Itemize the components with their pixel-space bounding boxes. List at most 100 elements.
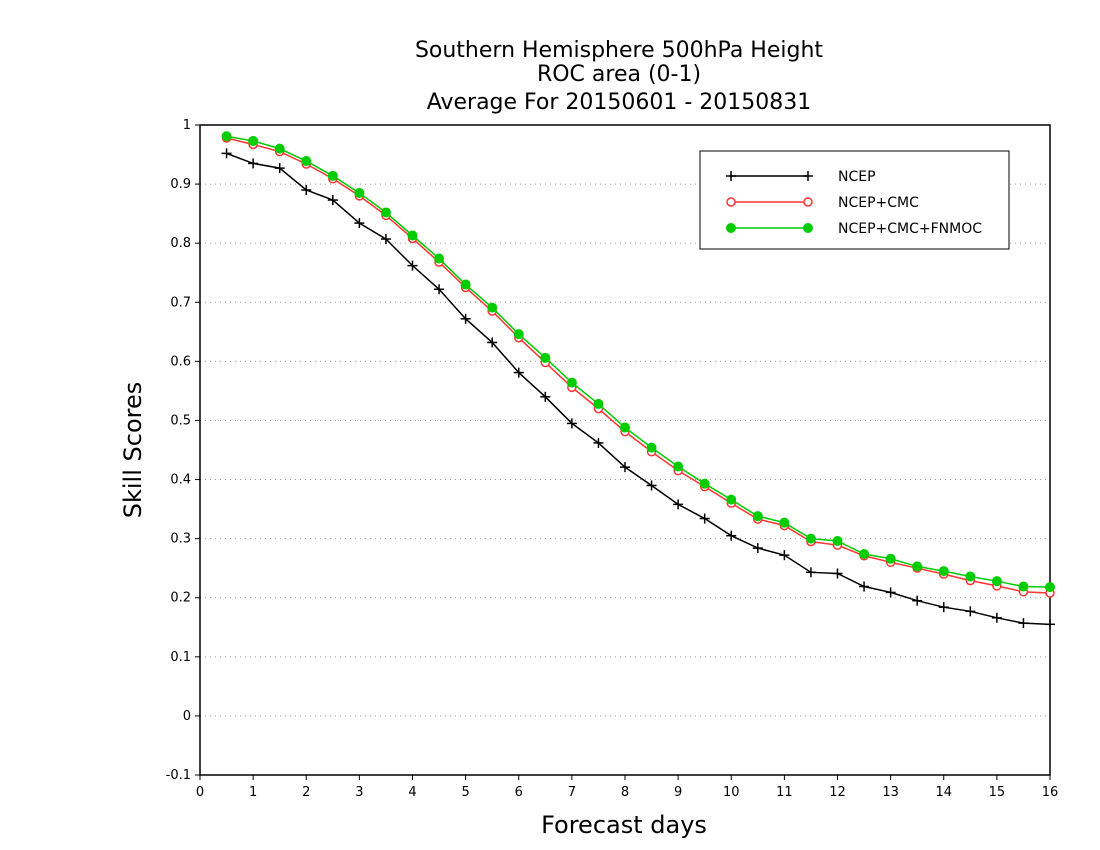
data-point-plus (673, 499, 684, 510)
data-point-filled-circle (540, 352, 551, 363)
data-point-filled-circle (221, 131, 232, 142)
x-axis-title: Forecast days (541, 811, 707, 839)
data-point-plus (487, 337, 498, 348)
series-ncep-cmc-fnmoc (221, 131, 1055, 593)
data-point-plus (513, 367, 524, 378)
y-axis-title: Skill Scores (119, 382, 147, 519)
y-tick-label: 0.5 (170, 413, 191, 428)
data-point-plus (805, 567, 816, 578)
data-point-filled-circle (752, 511, 763, 522)
data-point-filled-circle (593, 398, 604, 409)
data-point-plus (434, 284, 445, 295)
legend-label: NCEP+CMC+FNMOC (838, 221, 982, 237)
data-point-plus (726, 171, 736, 181)
x-tick-label: 1 (249, 785, 257, 800)
y-tick-label: -0.1 (166, 768, 191, 783)
data-point-plus (248, 158, 259, 169)
x-tick-label: 14 (935, 785, 952, 800)
data-point-filled-circle (327, 170, 338, 181)
data-point-plus (779, 550, 790, 561)
y-tick-label: 0.1 (170, 650, 191, 665)
legend-box (699, 150, 1010, 250)
data-point-plus (1045, 619, 1055, 630)
data-point-filled-circle (726, 223, 736, 233)
x-tick-label: 6 (515, 785, 523, 800)
data-point-filled-circle (1045, 582, 1055, 593)
data-point-open-circle (803, 197, 813, 207)
x-tick-label: 16 (1042, 785, 1059, 800)
data-point-plus (540, 391, 551, 402)
x-tick-label: 12 (829, 785, 846, 800)
x-tick-label: 7 (568, 785, 576, 800)
data-point-filled-circle (965, 571, 976, 582)
data-point-filled-circle (380, 207, 391, 218)
data-point-filled-circle (885, 553, 896, 564)
data-point-plus (885, 587, 896, 598)
data-point-filled-circle (434, 253, 445, 264)
data-point-filled-circle (460, 279, 471, 290)
data-point-filled-circle (487, 302, 498, 313)
data-point-filled-circle (803, 223, 813, 233)
data-point-plus (726, 530, 737, 541)
data-point-plus (832, 568, 843, 579)
y-tick-label: 0 (183, 709, 191, 724)
data-point-filled-circle (566, 377, 577, 388)
x-tick-label: 9 (674, 785, 682, 800)
chart-title-line-2: ROC area (0-1) (537, 62, 701, 87)
legend-entry: NCEP+CMC+FNMOC (726, 221, 982, 237)
data-point-filled-circle (912, 561, 923, 572)
data-point-filled-circle (673, 461, 684, 472)
data-point-plus (803, 171, 813, 181)
data-point-filled-circle (513, 329, 524, 340)
chart-title-line-3: Average For 20150601 - 20150831 (427, 90, 812, 115)
chart-title-line-1: Southern Hemisphere 500hPa Height (415, 38, 823, 63)
data-point-plus (407, 260, 418, 271)
data-point-plus (1018, 618, 1029, 629)
data-point-plus (620, 462, 630, 473)
data-point-filled-circle (274, 143, 285, 154)
data-point-plus (327, 195, 338, 206)
series-ncep (221, 148, 1055, 630)
data-point-filled-circle (248, 135, 259, 146)
y-tick-label: 0.7 (170, 295, 191, 310)
y-tick-label: 0.4 (170, 473, 191, 488)
data-point-plus (938, 602, 949, 613)
legend-entry: NCEP (726, 169, 876, 185)
x-tick-label: 13 (882, 785, 899, 800)
data-point-filled-circle (301, 156, 312, 167)
legend-label: NCEP (838, 169, 876, 185)
legend: NCEP NCEP+CMC NCEP+CMC+FNMOC (699, 150, 1010, 250)
data-point-filled-circle (726, 494, 737, 505)
data-point-plus (912, 595, 923, 606)
y-tick-label: 0.9 (170, 177, 191, 192)
data-point-plus (699, 513, 710, 524)
data-point-filled-circle (646, 442, 657, 453)
y-tick-label: 0.3 (170, 532, 191, 547)
data-point-plus (221, 148, 232, 159)
data-point-filled-circle (1018, 581, 1029, 592)
data-point-plus (274, 163, 285, 174)
y-tick-label: 1 (183, 118, 191, 133)
gridlines (200, 183, 1050, 717)
data-point-filled-circle (407, 230, 418, 241)
y-tick-label: 0.2 (170, 591, 191, 606)
x-tick-label: 11 (776, 785, 793, 800)
data-point-filled-circle (859, 549, 870, 559)
legend-entry: NCEP+CMC (726, 195, 919, 211)
axis-ticks: -0.100.10.20.30.40.50.60.70.80.910 1 2 3 4 5 6… (166, 118, 1059, 800)
data-point-open-circle (726, 197, 736, 207)
x-tick-label: 15 (989, 785, 1006, 800)
data-point-plus (752, 543, 763, 554)
data-point-plus (965, 606, 976, 617)
data-point-plus (593, 437, 604, 448)
data-point-plus (301, 185, 312, 195)
chart-title: Southern Hemisphere 500hPa Height ROC ar… (415, 38, 823, 115)
data-point-plus (646, 480, 657, 491)
data-point-plus (354, 218, 365, 229)
x-tick-label: 4 (408, 785, 416, 800)
data-point-filled-circle (938, 566, 949, 577)
data-point-plus (380, 234, 391, 245)
x-tick-label: 3 (355, 785, 363, 800)
x-tick-label: 10 (723, 785, 740, 800)
